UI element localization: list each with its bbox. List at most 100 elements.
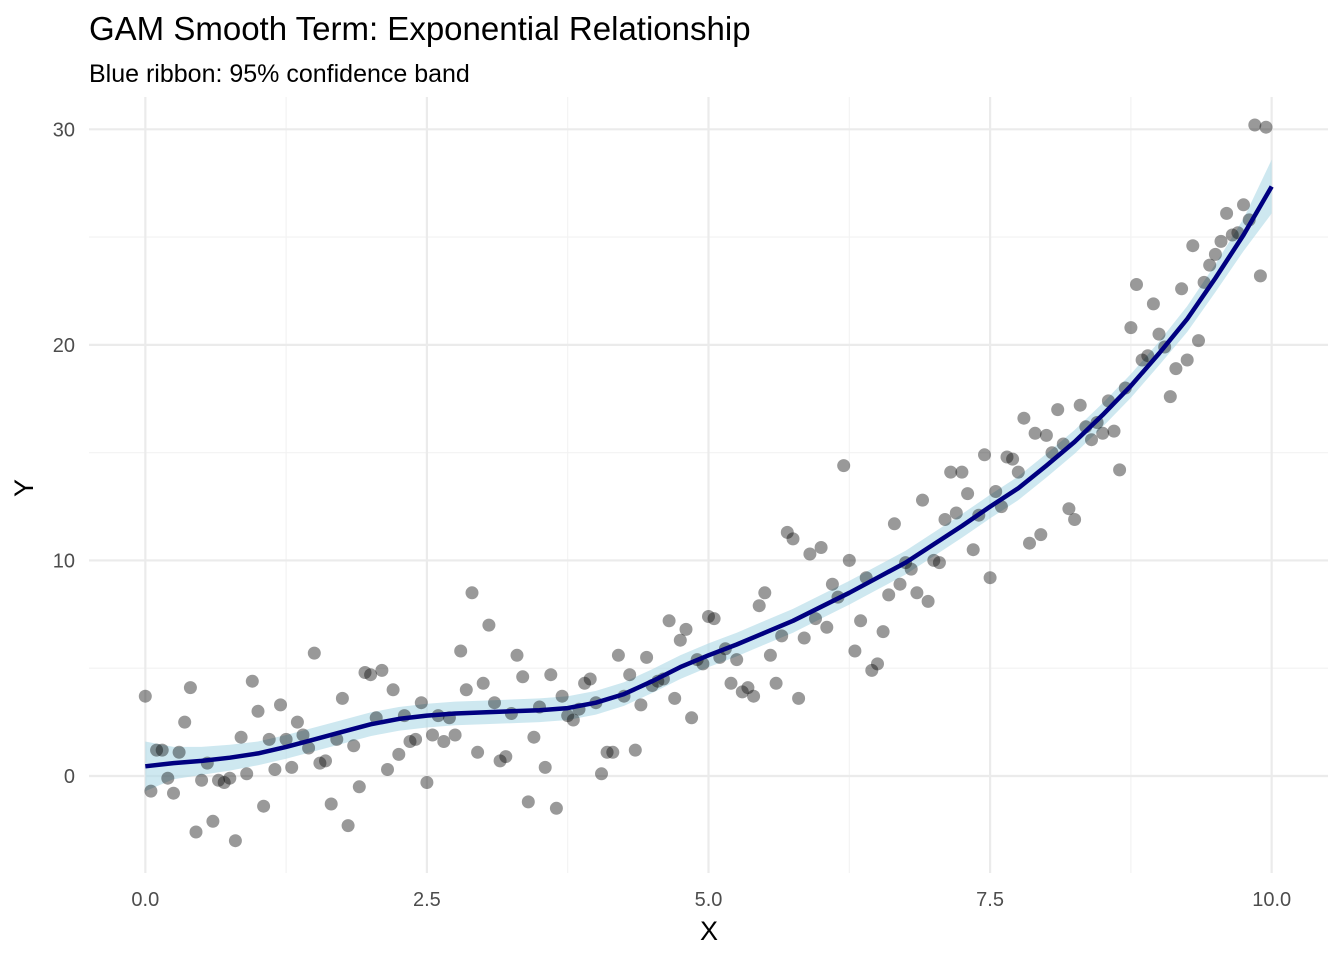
data-point [1130,278,1143,291]
data-point [702,610,715,623]
data-point [628,743,642,757]
data-point [1197,275,1211,289]
data-point [262,732,276,746]
data-point [780,525,794,539]
data-point [161,771,175,785]
data-point [150,743,164,757]
data-point [949,506,963,520]
data-point [178,715,192,729]
data-point [797,631,811,645]
y-tick-label: 20 [53,335,75,357]
data-point [724,676,738,690]
data-point [352,780,366,794]
data-point [842,553,856,567]
data-point [1141,349,1155,363]
data-point [606,745,620,759]
data-point [966,543,980,557]
data-point [887,517,901,531]
data-point [228,834,242,848]
data-point [893,577,907,591]
data-point [189,825,203,839]
data-point [538,760,552,774]
data-point [961,487,975,501]
data-point [904,562,918,576]
data-point [1124,321,1138,335]
major-gridlines [89,97,1328,873]
data-point [510,648,524,662]
data-point [775,629,789,643]
data-point [144,784,158,798]
data-point [595,767,608,781]
data-point [448,728,462,742]
data-point [313,756,327,770]
data-point [1085,433,1098,447]
x-axis-title: X [700,916,718,946]
data-point [392,747,406,761]
data-point [871,657,884,671]
data-point [459,683,473,697]
gam-fit-line [145,185,1274,769]
data-point [1000,450,1014,464]
data-point [212,773,225,787]
data-point [1203,258,1217,272]
data-point [882,588,896,602]
data-point [426,728,439,742]
data-point [1006,452,1020,466]
data-point [1107,424,1121,438]
data-point [583,672,597,686]
data-point [217,776,231,789]
data-point [1169,362,1183,376]
data-point [825,577,839,591]
data-point [752,599,766,613]
data-point [493,754,507,768]
data-point [758,586,772,600]
data-point [499,750,513,764]
data-point [735,685,749,699]
data-point [420,776,434,789]
data-point [488,696,501,710]
data-point [1220,206,1234,220]
data-point [707,612,721,626]
data-point [1023,536,1036,550]
data-point [1034,528,1048,542]
data-point [1152,327,1166,341]
data-point [640,650,654,664]
data-point [611,648,625,662]
data-point [854,614,868,628]
data-point [1208,247,1222,261]
data-point [938,513,952,526]
data-point [1135,353,1149,367]
data-point [955,465,969,479]
data-point [932,556,946,570]
data-point [1017,411,1031,425]
x-tick-label: 0.0 [131,889,159,911]
data-point [803,547,817,561]
data-point [623,668,637,682]
data-point [251,704,265,718]
data-point [335,691,349,705]
data-point [1186,239,1200,253]
data-point [600,745,614,759]
data-point [307,646,321,660]
data-point [364,668,378,682]
data-point [1011,465,1025,479]
data-point [876,625,890,639]
data-point [1192,334,1205,348]
data-point [274,698,287,712]
data-point [978,448,991,462]
data-point [814,541,828,554]
data-point [786,532,800,546]
y-tick-label: 10 [53,550,75,572]
data-point [279,732,293,746]
data-point [358,666,372,679]
data-point [944,465,958,479]
confidence-band [145,159,1272,792]
y-axis-ticks: 0 10 20 30 [53,119,75,788]
data-point [240,767,254,781]
x-tick-label: 2.5 [413,889,441,911]
data-point [544,668,558,682]
x-tick-label: 10.0 [1252,889,1291,911]
data-point [916,493,929,507]
data-point [989,485,1003,498]
